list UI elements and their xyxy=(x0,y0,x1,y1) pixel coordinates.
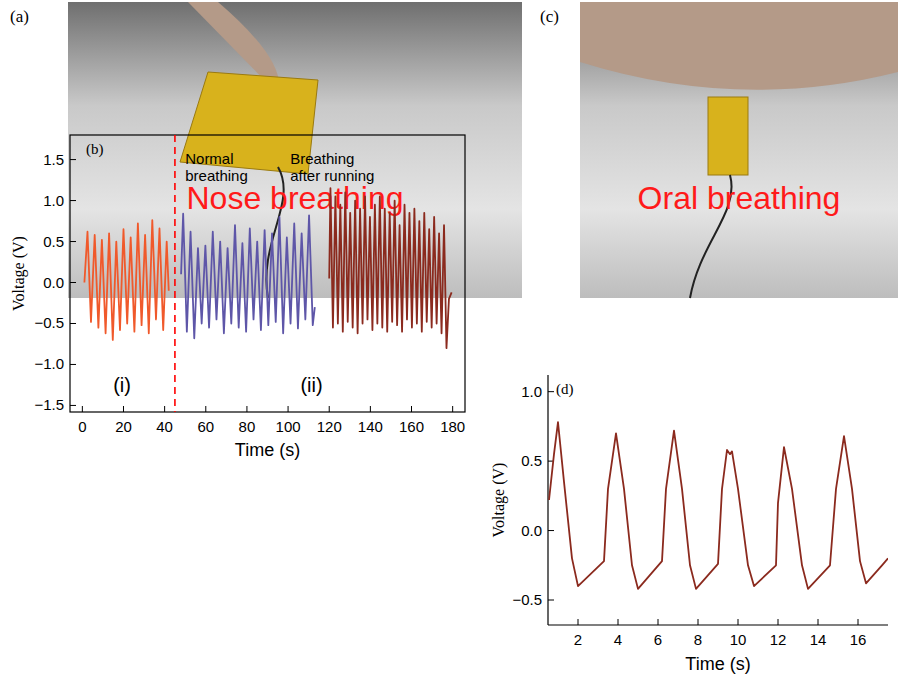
x-tick-label: 6 xyxy=(654,631,662,648)
y-tick xyxy=(548,391,554,392)
y-tick-label: 1.5 xyxy=(43,151,64,168)
plot-frame xyxy=(70,135,465,412)
panel-label: (c) xyxy=(540,7,559,26)
series-line xyxy=(84,220,168,340)
y-tick xyxy=(70,159,76,160)
x-tick-label: 80 xyxy=(239,418,256,435)
y-tick xyxy=(70,241,76,242)
x-tick-label: 14 xyxy=(810,631,827,648)
y-tick xyxy=(70,282,76,283)
y-axis-title: Voltage (V) xyxy=(10,236,28,311)
x-tick-label: 0 xyxy=(78,418,86,435)
x-tick xyxy=(164,406,165,412)
annotation: Normalbreathing xyxy=(185,150,248,184)
photo-caption: Oral breathing xyxy=(638,180,841,216)
panel-label: (b) xyxy=(86,141,104,158)
x-tick xyxy=(205,406,206,412)
panel-label: (a) xyxy=(10,7,29,26)
x-tick-label: 180 xyxy=(440,418,465,435)
y-tick xyxy=(548,600,554,601)
y-tick xyxy=(70,323,76,324)
x-tick xyxy=(452,406,453,412)
x-tick-label: 20 xyxy=(115,418,132,435)
photo-background xyxy=(580,2,898,298)
device xyxy=(708,97,748,175)
x-tick xyxy=(246,406,247,412)
y-axis-title: Voltage (V) xyxy=(490,463,508,538)
photo-caption: Nose breathing xyxy=(186,180,403,216)
plot-data xyxy=(549,422,888,589)
x-tick-label: 100 xyxy=(276,418,301,435)
y-tick xyxy=(70,364,76,365)
x-tick xyxy=(818,619,819,625)
x-tick-label: 16 xyxy=(850,631,867,648)
x-tick xyxy=(738,619,739,625)
y-tick-label: −0.5 xyxy=(512,591,542,608)
x-tick-label: 120 xyxy=(317,418,342,435)
annotation: Breathingafter running xyxy=(290,150,374,184)
y-tick-label: 0.0 xyxy=(43,274,64,291)
x-tick xyxy=(618,619,619,625)
series-line xyxy=(549,422,888,589)
x-tick-label: 2 xyxy=(574,631,582,648)
panel-label: (d) xyxy=(556,381,574,398)
figure: Nose breathing (a) Oral breathing (c) 0 20 40 6… xyxy=(0,0,904,684)
face xyxy=(580,2,898,90)
x-tick xyxy=(329,406,330,412)
x-tick xyxy=(778,619,779,625)
x-axis-title: Time (s) xyxy=(235,440,300,460)
photo xyxy=(580,2,898,298)
series-line xyxy=(181,214,315,339)
x-tick-label: 4 xyxy=(614,631,622,648)
y-tick-label: 1.0 xyxy=(521,383,542,400)
y-tick-label: −1.5 xyxy=(34,396,64,413)
plot-data xyxy=(84,135,451,412)
x-tick-label: 8 xyxy=(694,631,702,648)
x-axis xyxy=(548,624,888,625)
x-axis-title: Time (s) xyxy=(685,654,750,674)
y-tick-label: −0.5 xyxy=(34,314,64,331)
y-tick-label: 0.5 xyxy=(521,452,542,469)
x-tick-label: 160 xyxy=(399,418,424,435)
chart: 0 20 40 60 80 100 120 140 160 180 −1.5 −1.0 −0.5 0.0 0… xyxy=(10,135,466,460)
x-tick xyxy=(123,406,124,412)
x-tick-label: 40 xyxy=(156,418,173,435)
x-tick xyxy=(82,406,83,412)
chart: 2 4 6 8 10 12 14 16 −0.5 0.0 0.5 1.0 Time (s) Voltage… xyxy=(490,375,889,674)
y-tick-label: 0.0 xyxy=(521,522,542,539)
x-tick xyxy=(858,619,859,625)
annotation: (ii) xyxy=(300,374,322,396)
x-tick xyxy=(658,619,659,625)
x-tick-label: 60 xyxy=(197,418,214,435)
y-tick-label: −1.0 xyxy=(34,355,64,372)
y-tick xyxy=(548,530,554,531)
x-tick xyxy=(411,406,412,412)
x-tick xyxy=(288,406,289,412)
reference-line xyxy=(174,135,176,412)
y-tick xyxy=(70,200,76,201)
y-tick xyxy=(70,405,76,406)
x-tick-label: 10 xyxy=(730,631,747,648)
y-axis xyxy=(547,375,548,625)
y-tick-label: 1.0 xyxy=(43,192,64,209)
x-tick-label: 140 xyxy=(358,418,383,435)
x-tick-label: 12 xyxy=(770,631,787,648)
x-tick xyxy=(698,619,699,625)
series-line xyxy=(329,188,451,348)
y-tick-label: 0.5 xyxy=(43,233,64,250)
x-tick xyxy=(370,406,371,412)
annotation: (i) xyxy=(113,374,131,396)
x-tick xyxy=(578,619,579,625)
